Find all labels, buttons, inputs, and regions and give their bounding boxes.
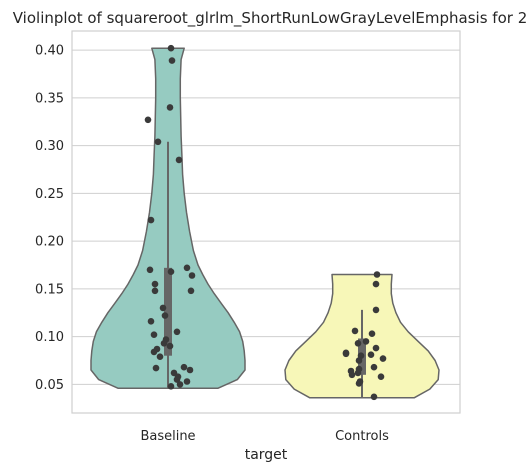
data-point <box>370 363 378 371</box>
data-point <box>175 156 183 164</box>
data-point <box>167 383 175 390</box>
data-point <box>370 393 378 401</box>
data-point <box>150 331 158 339</box>
data-point <box>167 268 175 276</box>
data-point <box>166 104 174 111</box>
y-tick-label: 0.30 <box>35 139 64 154</box>
data-point <box>147 216 155 224</box>
data-point <box>348 371 356 379</box>
x-tick-label: Controls <box>335 429 389 444</box>
data-point <box>173 376 181 383</box>
data-point <box>154 138 162 146</box>
y-tick-label: 0.15 <box>35 282 64 297</box>
data-point <box>354 369 362 377</box>
y-tick-label: 0.10 <box>35 330 64 345</box>
data-point <box>379 355 387 362</box>
data-points <box>144 44 387 401</box>
violins <box>90 47 440 399</box>
data-point <box>150 348 158 356</box>
y-tick-label: 0.35 <box>35 91 64 106</box>
data-point <box>151 280 159 288</box>
data-point <box>187 287 195 295</box>
data-point <box>161 312 169 319</box>
data-point <box>156 353 164 361</box>
data-point <box>372 344 380 352</box>
data-point <box>151 287 159 295</box>
data-point <box>159 304 167 312</box>
data-point <box>176 381 184 388</box>
y-tick-label: 0.40 <box>35 44 64 59</box>
data-point <box>372 306 380 314</box>
data-point <box>368 330 376 338</box>
plot-frame <box>71 30 461 414</box>
data-point <box>173 328 181 336</box>
data-point <box>373 271 381 278</box>
data-point <box>160 340 168 347</box>
data-point <box>167 44 175 52</box>
data-point <box>166 342 174 350</box>
y-tick-label: 0.05 <box>35 378 64 393</box>
data-point <box>354 340 362 347</box>
data-point <box>152 364 160 372</box>
y-tick-label: 0.20 <box>35 235 64 250</box>
data-point <box>183 264 191 272</box>
iqr-box <box>164 267 172 356</box>
data-point <box>355 357 363 364</box>
data-point <box>188 272 196 279</box>
data-point <box>183 378 191 385</box>
data-point <box>186 366 194 374</box>
data-point <box>372 280 380 288</box>
data-point <box>367 351 375 359</box>
y-tick-label: 0.25 <box>35 187 64 202</box>
x-tick-labels: Baseline Controls <box>140 429 389 444</box>
data-point <box>146 266 154 274</box>
data-point <box>168 57 176 64</box>
x-tick-label: Baseline <box>140 429 195 444</box>
data-point <box>355 380 363 387</box>
data-point <box>147 318 155 325</box>
x-axis-label: target <box>245 447 288 463</box>
data-point <box>144 116 152 124</box>
y-tick-labels: 0.05 0.10 0.15 0.20 0.25 0.30 0.35 0.40 <box>35 44 64 393</box>
chart-title: Violinplot of squareroot_glrlm_ShortRunL… <box>13 9 528 28</box>
data-point <box>180 363 188 371</box>
data-point <box>342 350 350 358</box>
data-point <box>351 327 359 335</box>
data-point <box>377 373 385 381</box>
data-point <box>362 338 370 345</box>
